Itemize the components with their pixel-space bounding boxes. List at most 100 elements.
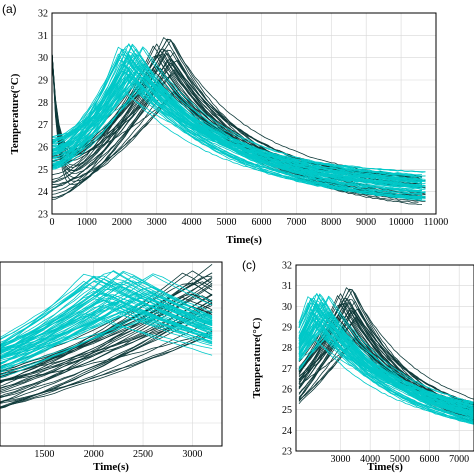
plot-frame-a xyxy=(51,12,437,215)
series-line xyxy=(52,52,419,188)
series-line xyxy=(0,286,213,344)
y-tick-label: 31 xyxy=(282,281,292,292)
x-tick-label: 1500 xyxy=(34,449,54,460)
series-line xyxy=(0,282,213,383)
series-line xyxy=(0,272,213,353)
series-line xyxy=(298,335,474,412)
y-tick-label: 24 xyxy=(38,187,48,198)
x-tick-label: 2000 xyxy=(112,217,132,228)
y-tick-label: 31 xyxy=(38,31,48,42)
x-tick-label: 4000 xyxy=(360,454,380,465)
series-line xyxy=(52,70,423,188)
chart-panel-c: (c) 3000 4000 5000 6000 7000 23 24 25 26 27 28 29 3… xyxy=(242,258,474,473)
y-tick-label: 24 xyxy=(282,426,292,437)
series-line xyxy=(52,77,423,198)
series-line xyxy=(0,335,213,403)
y-tick-label: 28 xyxy=(282,343,292,354)
series-line xyxy=(298,297,474,411)
y-tick-label: 23 xyxy=(38,210,48,221)
x-tick-label: 3000 xyxy=(331,454,351,465)
x-tick-label: 1000 xyxy=(77,217,97,228)
series-line xyxy=(298,309,474,417)
y-tick-label: 25 xyxy=(38,165,48,176)
series-line xyxy=(52,53,423,196)
series-line xyxy=(52,53,423,187)
series-line xyxy=(298,317,474,415)
series-line xyxy=(0,290,213,358)
series-line xyxy=(298,326,474,419)
series-line xyxy=(298,295,474,404)
series-line xyxy=(52,74,423,187)
series-line xyxy=(0,331,213,382)
x-axis-label-a: Time(s) xyxy=(226,234,262,246)
series-line xyxy=(0,298,213,368)
x-tick-label: 6000 xyxy=(420,454,440,465)
x-tick-label: 10000 xyxy=(389,217,414,228)
panel-label-c: (c) xyxy=(242,258,256,272)
y-tick-label: 28 xyxy=(38,98,48,109)
series-line xyxy=(52,53,423,188)
series-line xyxy=(52,71,423,181)
x-tick-label: 7000 xyxy=(449,454,469,465)
series-line xyxy=(0,270,213,358)
y-tick-label: 26 xyxy=(38,143,48,154)
series-line xyxy=(298,303,474,409)
series-line xyxy=(0,275,213,341)
y-tick-label: 30 xyxy=(282,302,292,313)
series-line xyxy=(298,325,474,419)
series-line xyxy=(298,324,474,404)
y-axis-label-a: Temperature(°C) xyxy=(9,73,21,154)
x-tick-label: 11000 xyxy=(424,217,449,228)
series-line xyxy=(0,307,213,359)
x-tick-label: 4000 xyxy=(182,217,202,228)
x-tick-label: 6000 xyxy=(251,217,271,228)
series-line xyxy=(0,294,213,366)
y-tick-label: 32 xyxy=(38,9,48,20)
x-tick-label: 5000 xyxy=(390,454,410,465)
plot-frame-b xyxy=(0,261,223,447)
series-line xyxy=(52,48,423,199)
series-line xyxy=(0,270,213,387)
series-line xyxy=(0,320,213,408)
y-tick-label: 23 xyxy=(282,447,292,458)
y-tick-label: 29 xyxy=(38,76,48,87)
x-axis-label-c: Time(s) xyxy=(367,461,403,473)
series-line xyxy=(52,66,426,186)
series-line xyxy=(52,69,423,186)
series-line xyxy=(0,304,213,362)
series-line xyxy=(0,272,213,384)
x-tick-label: 5000 xyxy=(217,217,237,228)
y-tick-label: 29 xyxy=(282,323,292,334)
plot-frame-c xyxy=(295,264,474,452)
series-line xyxy=(0,297,213,359)
y-tick-label: 30 xyxy=(38,53,48,64)
panel-label-a: (a) xyxy=(2,2,17,16)
series-line xyxy=(52,37,426,200)
chart-panel-a: (a) 0 1000 2000 3000 4000 5000 6000 7000 8000 900… xyxy=(2,2,448,246)
y-tick-label: 25 xyxy=(282,405,292,416)
y-axis-label-c: Temperature(°C) xyxy=(251,317,263,398)
series-line xyxy=(0,317,213,369)
x-tick-label: 3000 xyxy=(182,449,202,460)
series-line xyxy=(0,293,213,364)
series-lines-c xyxy=(298,287,474,425)
series-line xyxy=(0,297,213,369)
y-tick-label: 27 xyxy=(282,364,292,375)
x-tick-label: 8000 xyxy=(321,217,341,228)
y-tick-label: 27 xyxy=(38,120,48,131)
series-line xyxy=(298,314,474,413)
x-tick-label: 7000 xyxy=(286,217,306,228)
series-line xyxy=(0,301,213,351)
series-line xyxy=(52,46,423,180)
x-axis-label-b: Time(s) xyxy=(93,461,129,473)
series-line xyxy=(0,288,213,352)
x-tick-label: 3000 xyxy=(147,217,167,228)
chart-panel-b: 1500 2000 2500 3000 Time(s) xyxy=(0,261,223,473)
x-tick-label: 9000 xyxy=(356,217,376,228)
x-tick-label: 2500 xyxy=(133,449,153,460)
y-tick-label: 32 xyxy=(282,261,292,272)
series-line xyxy=(0,294,213,349)
series-lines-b xyxy=(0,263,213,409)
series-line xyxy=(298,325,474,425)
